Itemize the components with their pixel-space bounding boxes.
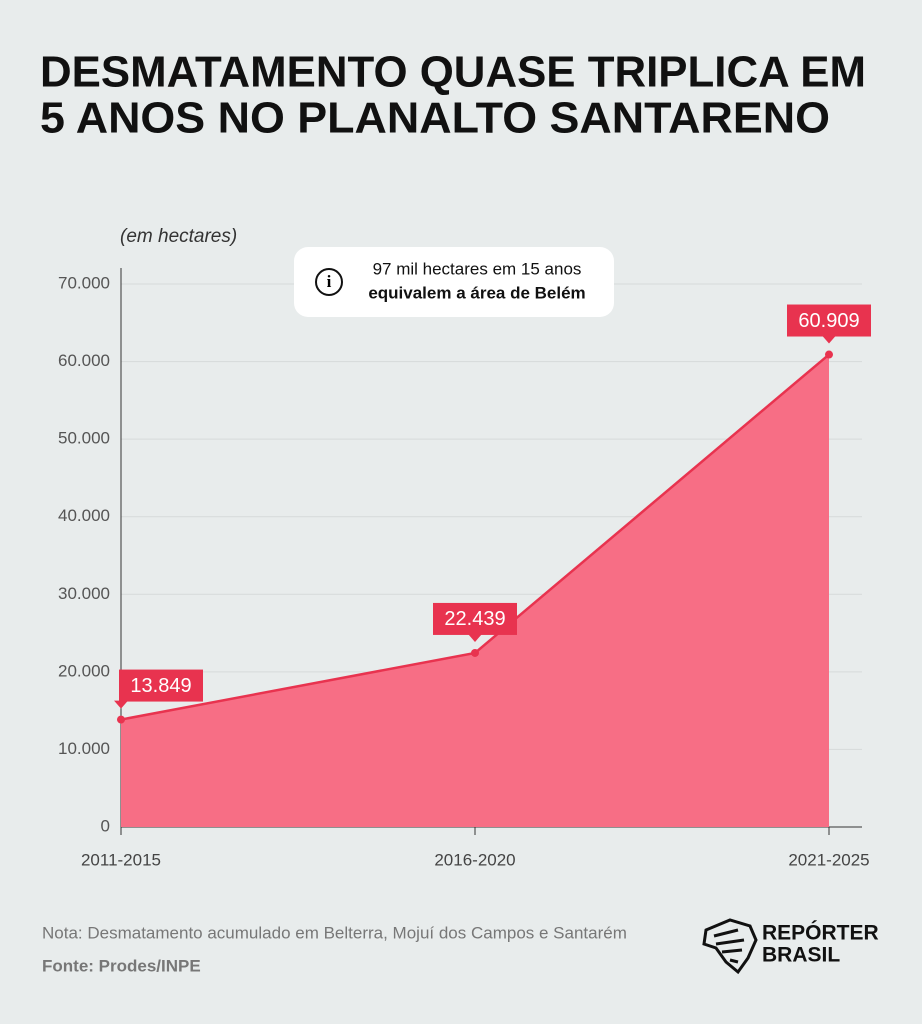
logo-mark (702, 918, 758, 975)
y-tick-label: 10.000 (58, 739, 110, 758)
x-tick-label: 2011-2015 (81, 850, 161, 869)
logo-text: BRASIL (762, 944, 840, 967)
value-label-pointer (114, 700, 128, 709)
area (121, 354, 829, 827)
y-tick-label: 30.000 (58, 584, 110, 603)
logo-mark (713, 928, 745, 964)
y-axis-label: (em hectares) (120, 226, 237, 247)
info-icon-glyph: i (327, 272, 332, 291)
info-icon (315, 268, 343, 296)
value-label-pointer (468, 633, 482, 642)
logo: REPÓRTER BRASIL (702, 918, 879, 975)
value-label-box (787, 304, 871, 337)
value-label: 13.849 (130, 675, 191, 697)
y-tick-label: 50.000 (58, 429, 110, 448)
y-tick-label: 40.000 (58, 506, 110, 525)
value-label: 22.439 (444, 608, 505, 630)
value-label-box (433, 602, 517, 635)
value-label-pointer (822, 335, 836, 344)
x-tick-label: 2021-2025 (788, 850, 869, 869)
y-tick-label: 0 (101, 816, 110, 835)
value-label-box (119, 669, 203, 702)
point (471, 648, 479, 657)
value-label: 60.909 (798, 310, 859, 332)
annotation-text: 97 mil hectares em 15 anos (373, 259, 582, 278)
chart-title: 5 ANOS NO PLANALTO SANTARENO (40, 94, 830, 143)
annotation-box (294, 247, 614, 317)
logo-text: REPÓRTER (762, 921, 879, 945)
chart-title: DESMATAMENTO QUASE TRIPLICA EM (40, 48, 866, 97)
annotation-text: equivalem a área de Belém (368, 283, 585, 302)
point (117, 715, 125, 724)
point (825, 350, 833, 359)
source: Fonte: Prodes/INPE (42, 956, 201, 975)
note: Nota: Desmatamento acumulado em Belterra… (42, 923, 627, 942)
y-tick-label: 60.000 (58, 351, 110, 370)
plot: 0 10.000 20.000 30.000 40.000 50.000 60.000 70.… (58, 268, 871, 869)
y-tick-label: 70.000 (58, 273, 110, 292)
x-tick-label: 2016-2020 (434, 850, 515, 869)
y-tick-label: 20.000 (58, 661, 110, 680)
